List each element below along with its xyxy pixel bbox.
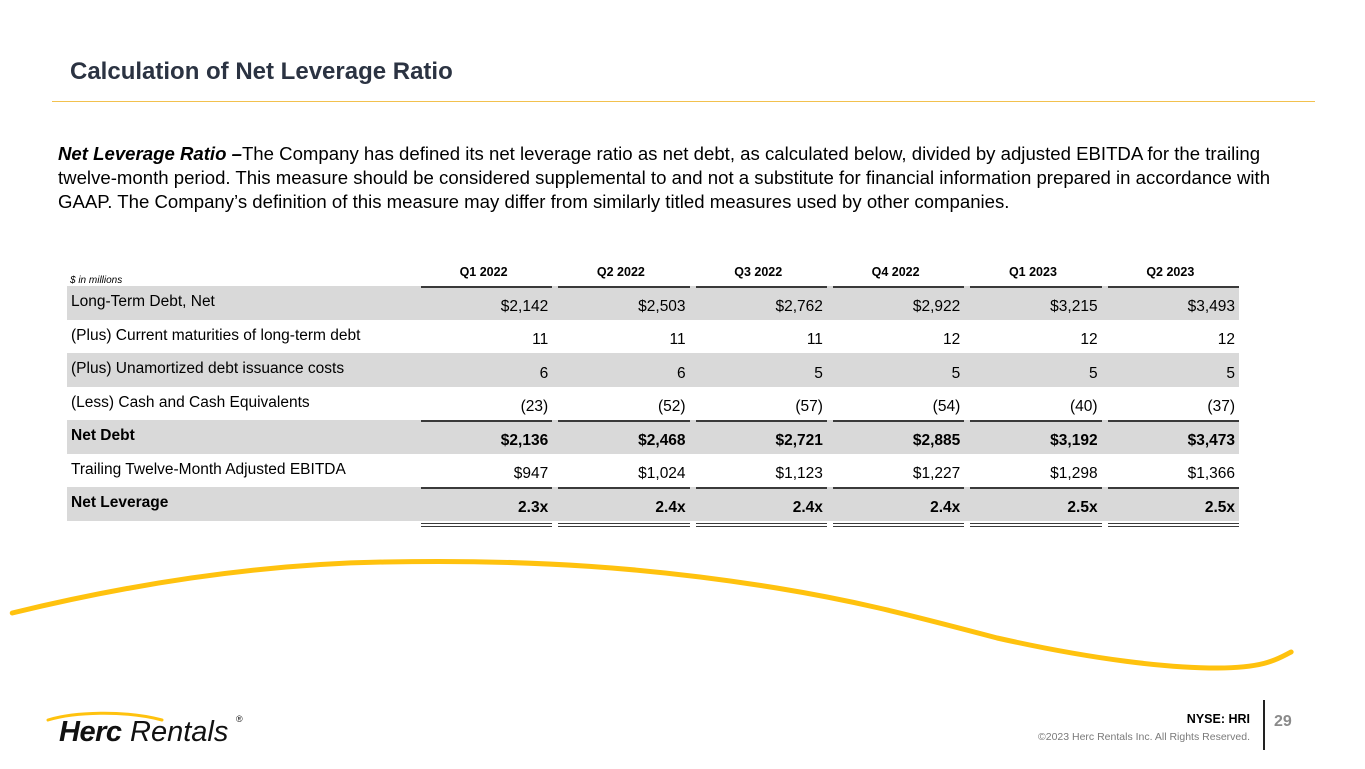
cell-value: 6 (552, 353, 690, 387)
cell-value: 2.5x (1101, 487, 1240, 526)
cell-value: 11 (669, 331, 686, 348)
footer-divider (1263, 700, 1265, 750)
registered-mark: ® (236, 714, 243, 724)
stock-ticker: NYSE: HRI (1186, 712, 1250, 726)
logo-herc: Herc (59, 716, 122, 748)
table-row: (Less) Cash and Cash Equivalents (23) (5… (67, 387, 1239, 421)
column-header: Q2 2023 (1146, 265, 1195, 279)
row-label: (Plus) Unamortized debt issuance costs (67, 353, 415, 387)
cell-value: 12 (1080, 331, 1098, 348)
cell-value: 6 (414, 353, 553, 387)
net-leverage-table: Q1 2022 Q2 2022 Q3 2022 Q4 2022 Q1 2023 … (67, 258, 1240, 526)
cell-value: 2.3x (414, 487, 553, 526)
cell-value: $1,123 (775, 465, 823, 482)
column-header: Q2 2022 (596, 265, 645, 279)
cell-value: (37) (1207, 398, 1235, 415)
column-header: Q3 2022 (734, 265, 783, 279)
cell-value: $2,142 (414, 286, 553, 320)
row-label: Long-Term Debt, Net (67, 286, 415, 320)
cell-value: $2,136 (414, 420, 553, 454)
cell-value: $1,298 (1050, 465, 1098, 482)
row-label: Net Leverage (67, 487, 415, 521)
cell-value: (54) (932, 398, 961, 415)
cell-value: 12 (943, 331, 961, 348)
cell-value: 11 (806, 331, 823, 348)
cell-value: $2,468 (552, 420, 690, 454)
cell-value: 2.5x (964, 487, 1102, 526)
cell-value: $2,885 (826, 420, 965, 454)
cell-value: $3,493 (1101, 286, 1240, 320)
swoosh-stroke (5, 560, 630, 686)
table-row-net-debt: Net Debt $2,136 $2,468 $2,721 $2,885 $3,… (67, 420, 1240, 454)
intro-body: The Company has defined its net leverage… (58, 143, 1271, 212)
title-divider (52, 101, 1315, 102)
cell-value: $1,366 (1187, 465, 1235, 482)
herc-rentals-logo: Herc Rentals ® (44, 708, 254, 756)
cell-value: 2.4x (552, 487, 690, 526)
table-row: Trailing Twelve-Month Adjusted EBITDA $9… (67, 454, 1239, 488)
cell-value: 12 (1217, 331, 1235, 348)
row-label: Net Debt (67, 420, 415, 454)
cell-value: $947 (513, 465, 549, 482)
table-row: Long-Term Debt, Net $2,142 $2,503 $2,762… (67, 286, 1240, 320)
swoosh-curve (8, 561, 525, 668)
cell-value: $2,503 (552, 286, 690, 320)
row-label: (Plus) Current maturities of long-term d… (71, 326, 361, 344)
logo-arc-icon (46, 711, 164, 722)
cell-value: (52) (657, 398, 686, 415)
table-row: (Plus) Unamortized debt issuance costs 6… (67, 353, 1239, 387)
table-header-row: Q1 2022 Q2 2022 Q3 2022 Q4 2022 Q1 2023 … (67, 258, 1239, 286)
column-header: Q4 2022 (871, 265, 920, 279)
cell-value: $3,215 (964, 286, 1102, 320)
cell-value: $2,721 (689, 420, 828, 454)
cell-value: 5 (964, 353, 1102, 387)
copyright: ©2023 Herc Rentals Inc. All Rights Reser… (1038, 731, 1250, 743)
header-label-column (67, 258, 415, 286)
row-label: (Less) Cash and Cash Equivalents (71, 393, 310, 411)
cell-value: $3,192 (964, 420, 1102, 454)
logo-rentals: Rentals (130, 716, 229, 748)
cell-value: 5 (1101, 353, 1239, 387)
cell-value: 5 (826, 353, 965, 387)
decorative-swoosh (0, 540, 1365, 690)
cell-value: $3,473 (1101, 420, 1240, 454)
units-label: $ in millions (70, 275, 123, 286)
page-number: 29 (1274, 713, 1292, 730)
intro-lead: Net Leverage Ratio – (58, 143, 242, 164)
cell-value: $1,227 (912, 465, 961, 482)
cell-value: 11 (532, 331, 549, 348)
column-header: Q1 2023 (1008, 265, 1057, 279)
column-header: Q1 2022 (459, 265, 508, 279)
cell-value: 2.4x (689, 487, 828, 526)
cell-value: $2,762 (689, 286, 828, 320)
cell-value: $1,024 (638, 465, 686, 482)
cell-value: (57) (795, 398, 823, 415)
cell-value: (23) (520, 398, 549, 415)
cell-value: (40) (1070, 398, 1098, 415)
cell-value: 2.4x (826, 487, 965, 526)
swoosh-main (8, 563, 600, 669)
swoosh-line (12, 561, 1291, 668)
row-label: Trailing Twelve-Month Adjusted EBITDA (71, 460, 346, 478)
page-title: Calculation of Net Leverage Ratio (70, 58, 453, 85)
cell-value: 5 (689, 353, 827, 387)
table-row: (Plus) Current maturities of long-term d… (67, 320, 1239, 354)
cell-value: $2,922 (826, 286, 965, 320)
table-row-net-leverage: Net Leverage 2.3x 2.4x 2.4x 2.4x 2.5x 2.… (67, 487, 1240, 526)
intro-paragraph: Net Leverage Ratio –The Company has defi… (58, 142, 1288, 214)
